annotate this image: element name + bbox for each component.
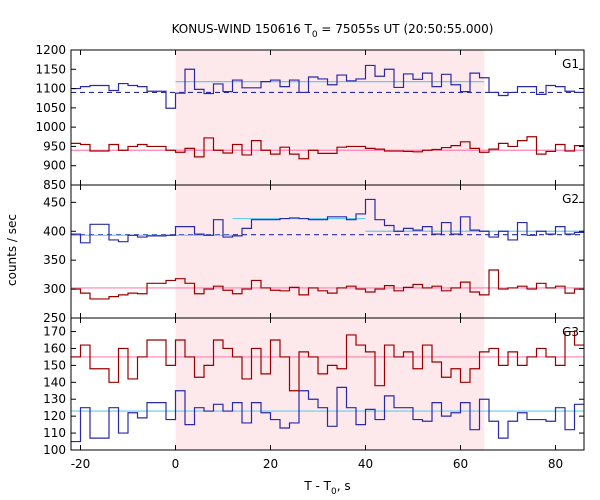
panel-G3-ytick-label: 120 — [43, 409, 66, 423]
x-axis-label: T - T0, s — [303, 479, 350, 497]
panel-G1-series-low — [71, 64, 584, 109]
panel-G3-ytick-label: 130 — [43, 392, 66, 406]
panel-G2-ytick-label: 250 — [43, 311, 66, 325]
panel-G2-ytick-label: 300 — [43, 282, 66, 296]
panel-G3-series-high — [71, 330, 584, 392]
xtick-label: 0 — [172, 457, 180, 471]
panel-G3-ytick-label: 160 — [43, 341, 66, 355]
xtick-label: -20 — [71, 457, 91, 471]
y-axis-label: counts / sec — [5, 214, 19, 286]
xtick-label: 60 — [453, 457, 468, 471]
panel-G1-ytick-label: 1150 — [35, 62, 66, 76]
panel-G1-ytick-label: 1050 — [35, 101, 66, 115]
panel-G2-ytick-label: 400 — [43, 224, 66, 238]
panel-G1-ytick-label: 850 — [43, 178, 66, 192]
panel-G3-ytick-label: 100 — [43, 443, 66, 457]
panel-G1-ytick-label: 1200 — [35, 43, 66, 57]
panel-G3-ytick-label: 140 — [43, 375, 66, 389]
panel-label-G2: G2 — [562, 192, 579, 206]
panel-G2-ytick-label: 450 — [43, 195, 66, 209]
panel-G1-ytick-label: 1100 — [35, 82, 66, 96]
panel-label-G1: G1 — [562, 57, 579, 71]
panel-G3-ytick-label: 170 — [43, 325, 66, 339]
panel-label-G3: G3 — [562, 325, 579, 339]
panel-G3-ytick-label: 150 — [43, 358, 66, 372]
xtick-label: 20 — [263, 457, 278, 471]
panel-G2-ytick-label: 350 — [43, 253, 66, 267]
panel-G1-ytick-label: 1000 — [35, 120, 66, 134]
panel-G3-series-low — [71, 386, 584, 443]
panel-G1-ytick-label: 950 — [43, 139, 66, 153]
shaded-interval — [175, 50, 485, 450]
panel-G2-series-low — [71, 198, 584, 244]
panel-G1-ytick-label: 900 — [43, 159, 66, 173]
chart-title: KONUS-WIND 150616 T0 = 75055s UT (20:50:… — [172, 22, 494, 40]
panel-G1-series-high — [71, 136, 584, 160]
xtick-label: 80 — [548, 457, 563, 471]
panel-G3-ytick-label: 110 — [43, 426, 66, 440]
panel-G3-frame — [70, 317, 585, 451]
xtick-label: 40 — [358, 457, 373, 471]
panel-G2-series-high — [71, 269, 584, 300]
